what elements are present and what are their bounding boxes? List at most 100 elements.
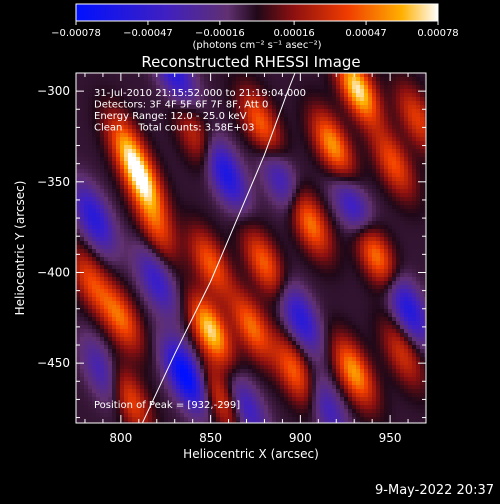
heatmap-cell <box>404 105 408 109</box>
heatmap-cell <box>80 113 84 117</box>
heatmap-cell <box>420 209 424 213</box>
heatmap-cell <box>352 113 356 117</box>
heatmap-cell <box>396 205 400 209</box>
heatmap-cell <box>384 233 388 237</box>
heatmap-cell <box>340 121 344 125</box>
heatmap-cell <box>280 157 284 161</box>
heatmap-cell <box>328 157 332 161</box>
heatmap-cell <box>148 193 152 197</box>
heatmap-cell <box>268 121 272 125</box>
heatmap-cell <box>416 149 420 153</box>
heatmap-cell <box>224 133 228 137</box>
heatmap-cell <box>216 145 220 149</box>
heatmap-cell <box>216 293 220 297</box>
heatmap-cell <box>296 137 300 141</box>
heatmap-cell <box>208 225 212 229</box>
heatmap-cell <box>360 221 364 225</box>
heatmap-cell <box>356 249 360 253</box>
heatmap-cell <box>216 169 220 173</box>
heatmap-cell <box>344 241 348 245</box>
heatmap-cell <box>244 161 248 165</box>
heatmap-cell <box>112 261 116 265</box>
heatmap-cell <box>404 237 408 241</box>
heatmap-cell <box>228 249 232 253</box>
heatmap-cell <box>260 281 264 285</box>
heatmap-cell <box>352 245 356 249</box>
heatmap-cell <box>204 229 208 233</box>
heatmap-cell <box>372 245 376 249</box>
heatmap-cell <box>144 141 148 145</box>
heatmap-cell <box>368 149 372 153</box>
heatmap-cell <box>312 193 316 197</box>
heatmap-cell <box>332 81 336 85</box>
heatmap-cell <box>348 205 352 209</box>
heatmap-cell <box>376 125 380 129</box>
heatmap-cell <box>228 297 232 301</box>
heatmap-cell <box>172 209 176 213</box>
heatmap-cell <box>188 293 192 297</box>
heatmap-cell <box>184 257 188 261</box>
heatmap-cell <box>352 193 356 197</box>
heatmap-cell <box>380 293 384 297</box>
heatmap-cell <box>408 73 412 77</box>
heatmap-cell <box>76 97 80 101</box>
heatmap-cell <box>312 217 316 221</box>
heatmap-cell <box>276 281 280 285</box>
heatmap-cell <box>192 185 196 189</box>
heatmap-cell <box>132 137 136 141</box>
heatmap-cell <box>356 145 360 149</box>
heatmap-cell <box>396 277 400 281</box>
heatmap-cell <box>96 285 100 289</box>
heatmap-cell <box>260 205 264 209</box>
heatmap-cell <box>220 261 224 265</box>
heatmap-cell <box>320 225 324 229</box>
heatmap-cell <box>196 249 200 253</box>
heatmap-cell <box>124 293 128 297</box>
heatmap-cell <box>348 193 352 197</box>
heatmap-cell <box>420 77 424 81</box>
heatmap-cell <box>324 273 328 277</box>
heatmap-cell <box>152 273 156 277</box>
heatmap-cell <box>116 137 120 141</box>
heatmap-cell <box>96 217 100 221</box>
heatmap-cell <box>344 205 348 209</box>
heatmap-cell <box>288 209 292 213</box>
heatmap-cell <box>136 217 140 221</box>
heatmap-cell <box>84 85 88 89</box>
heatmap-cell <box>224 277 228 281</box>
heatmap-cell <box>308 173 312 177</box>
heatmap-cell <box>220 185 224 189</box>
heatmap-cell <box>120 133 124 137</box>
heatmap-cell <box>312 285 316 289</box>
heatmap-cell <box>80 161 84 165</box>
heatmap-cell <box>84 193 88 197</box>
heatmap-cell <box>108 81 112 85</box>
heatmap-cell <box>120 297 124 301</box>
heatmap-cell <box>320 217 324 221</box>
heatmap-cell <box>328 213 332 217</box>
heatmap-cell <box>172 217 176 221</box>
heatmap-cell <box>80 193 84 197</box>
heatmap-cell <box>388 249 392 253</box>
heatmap-cell <box>388 109 392 113</box>
heatmap-cell <box>84 133 88 137</box>
heatmap-cell <box>404 165 408 169</box>
heatmap-cell <box>388 257 392 261</box>
heatmap-cell <box>124 257 128 261</box>
heatmap-cell <box>292 237 296 241</box>
heatmap-cell <box>288 205 292 209</box>
heatmap-cell <box>320 121 324 125</box>
heatmap-cell <box>324 101 328 105</box>
heatmap-cell <box>276 197 280 201</box>
heatmap-cell <box>132 145 136 149</box>
heatmap-cell <box>140 77 144 81</box>
heatmap-cell <box>144 249 148 253</box>
heatmap-cell <box>300 229 304 233</box>
heatmap-cell <box>416 161 420 165</box>
heatmap-cell <box>172 273 176 277</box>
heatmap-cell <box>268 225 272 229</box>
heatmap-cell <box>196 297 200 301</box>
heatmap-cell <box>148 77 152 81</box>
heatmap-cell <box>160 233 164 237</box>
heatmap-cell <box>316 217 320 221</box>
